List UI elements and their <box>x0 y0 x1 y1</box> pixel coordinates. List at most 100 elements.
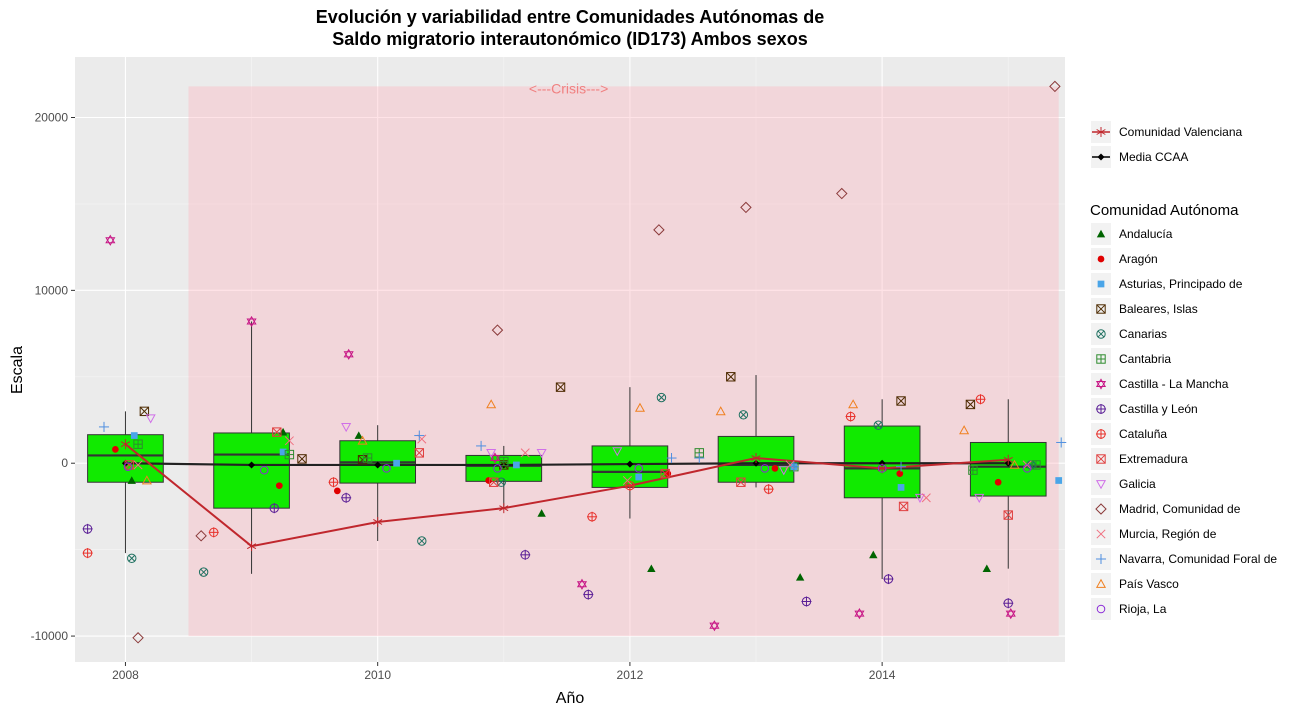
series-point-4 <box>127 553 137 563</box>
series-point-3 <box>726 372 736 382</box>
y-tick-label: 10000 <box>35 283 69 297</box>
x-axis-label: Año <box>556 690 585 707</box>
series-point-8 <box>208 527 219 538</box>
series-point-6 <box>246 315 257 328</box>
series-point-15 <box>259 465 269 475</box>
legend-key-marker <box>1096 604 1106 614</box>
series-point-10 <box>914 493 926 504</box>
series-point-8 <box>975 394 986 405</box>
series-point-5 <box>499 456 509 467</box>
legend-key-bg <box>1091 473 1111 495</box>
x-tick-label: 2010 <box>364 668 391 682</box>
media-ccaa-line <box>125 462 1009 467</box>
series-point-10 <box>778 466 789 476</box>
series-point-1 <box>771 465 779 472</box>
chart-title-line-2: Saldo migratorio interautonómico (ID173)… <box>332 29 808 49</box>
series-point-0 <box>354 431 363 439</box>
series-point-2 <box>130 432 138 439</box>
legend-key-marker <box>1096 529 1106 539</box>
series-point-3 <box>896 396 906 406</box>
legend-label: Media CCAA <box>1119 150 1188 164</box>
series-point-6 <box>343 348 354 360</box>
comunidad-valenciana-point <box>246 541 257 552</box>
series-point-0 <box>537 509 546 517</box>
legend-key-marker <box>1096 329 1106 339</box>
series-point-12 <box>284 436 294 446</box>
series-point-13 <box>98 421 110 432</box>
legend-label: Baleares, Islas <box>1119 302 1198 316</box>
series-point-5 <box>133 439 143 449</box>
series-point-9 <box>736 477 746 487</box>
series-point-7 <box>801 596 812 607</box>
series-point-8 <box>328 477 339 488</box>
media-ccaa-point <box>752 459 760 467</box>
series-point-1 <box>333 487 341 495</box>
series-point-15 <box>1022 464 1032 473</box>
series-point-0 <box>127 476 136 484</box>
legend-label: Cantabria <box>1119 352 1171 366</box>
legend-key-marker <box>1097 255 1105 263</box>
series-point-13 <box>666 452 677 464</box>
series-point-0 <box>795 573 805 581</box>
series-point-4 <box>417 536 427 546</box>
series-point-1 <box>111 446 119 453</box>
series-point-1 <box>994 478 1002 486</box>
series-point-15 <box>382 464 391 473</box>
series-point-11 <box>491 324 504 336</box>
series-point-13 <box>1056 437 1067 448</box>
y-tick-label: -10000 <box>31 629 69 643</box>
chart-title: Evolución y variabilidad entre Comunidad… <box>0 6 1140 50</box>
crisis-label: <---Crisis---> <box>529 80 608 96</box>
series-point-13 <box>476 440 487 451</box>
legend-label: Extremadura <box>1119 452 1188 466</box>
series-point-8 <box>587 511 598 522</box>
series-point-4 <box>656 392 667 403</box>
legend: Comunidad Valenciana Media CCAA Comunidad … <box>1090 121 1277 620</box>
series-point-2 <box>1055 477 1063 484</box>
comunidad-valenciana-point <box>373 516 383 527</box>
legend-key-marker <box>1095 403 1107 415</box>
chart-title-line-1: Evolución y variabilidad entre Comunidad… <box>315 7 825 27</box>
legend-key-marker <box>1096 304 1106 314</box>
series-point-8 <box>763 484 774 495</box>
series-point-9 <box>272 427 282 437</box>
legend-label: País Vasco <box>1119 577 1179 591</box>
series-point-14 <box>959 425 970 435</box>
series-point-13 <box>896 461 907 472</box>
series-point-12 <box>785 460 795 470</box>
series-point-14 <box>486 399 497 409</box>
series-point-11 <box>836 187 848 200</box>
series-point-1 <box>896 470 904 477</box>
series-point-14 <box>848 399 859 409</box>
series-point-15 <box>877 464 887 473</box>
series-point-10 <box>145 414 156 424</box>
series-point-11 <box>653 224 665 236</box>
series-point-13 <box>694 452 705 464</box>
series-point-10 <box>341 423 352 433</box>
series-point-2 <box>897 484 905 491</box>
box-2009 <box>213 432 290 509</box>
legend-key-marker <box>1095 378 1107 390</box>
series-point-6 <box>576 578 588 590</box>
series-point-11 <box>132 632 144 644</box>
series-point-4 <box>738 410 749 420</box>
legend-key-bg <box>1091 373 1111 395</box>
series-point-14 <box>634 402 646 412</box>
series-point-3 <box>965 399 976 410</box>
x-tick-label: 2008 <box>112 668 139 682</box>
series-point-9 <box>489 477 499 487</box>
series-point-2 <box>393 459 400 467</box>
legend-label: Comunidad Valenciana <box>1119 125 1243 139</box>
series-point-7 <box>269 503 280 514</box>
series-point-7 <box>1003 598 1014 609</box>
legend-label: Andalucía <box>1119 227 1173 241</box>
series-point-6 <box>105 234 116 246</box>
legend-label: Madrid, Comunidad de <box>1119 502 1241 516</box>
series-point-2 <box>279 448 287 456</box>
series-point-13 <box>788 461 799 472</box>
series-point-3 <box>297 454 307 464</box>
series-point-12 <box>921 493 931 503</box>
trend-lines <box>124 443 1009 548</box>
crisis-region: <---Crisis---> <box>188 80 1059 637</box>
legend-key-bg <box>1091 598 1111 620</box>
